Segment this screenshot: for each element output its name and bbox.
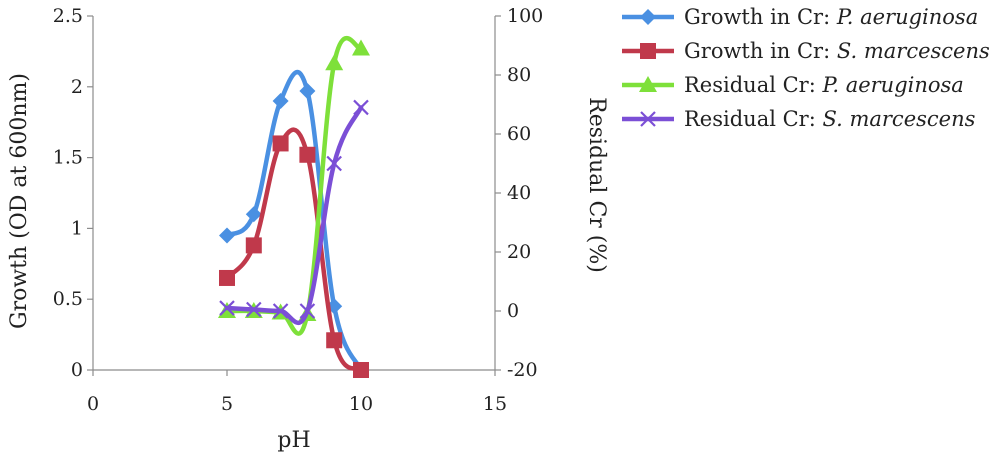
y-tick-label: 0 bbox=[71, 359, 83, 381]
axes: 0 0.5 1 1.5 2 2.5 -20 0 20 40 60 80 100 0 5 10 15 bbox=[53, 5, 543, 415]
legend-swatch-marker bbox=[640, 111, 656, 127]
legend-label-species: S. marcescens bbox=[837, 39, 990, 63]
data-point bbox=[299, 146, 316, 163]
y2-tick-label: 60 bbox=[507, 123, 531, 145]
data-point bbox=[246, 301, 262, 318]
y2-tick-label: -20 bbox=[507, 359, 538, 381]
legend-label-prefix: Growth in Cr: bbox=[684, 5, 837, 29]
data-point bbox=[352, 39, 370, 56]
legend-label: Growth in Cr: S. marcescens bbox=[684, 39, 990, 63]
legend-label: Residual Cr: S. marcescens bbox=[684, 107, 976, 131]
x-tick-label: 15 bbox=[483, 393, 507, 415]
legend-label-prefix: Residual Cr: bbox=[684, 107, 822, 131]
legend-label: Growth in Cr: P. aeruginosa bbox=[684, 5, 978, 29]
y-axis-title: Growth (OD at 600nm) bbox=[7, 73, 32, 329]
data-point bbox=[353, 99, 369, 116]
y-tick-label: 1 bbox=[71, 217, 83, 239]
series-layer bbox=[218, 35, 370, 378]
series-2 bbox=[219, 127, 369, 378]
x-tick-label: 5 bbox=[221, 393, 233, 415]
y-tick-label: 1.5 bbox=[53, 147, 83, 169]
data-point bbox=[325, 54, 344, 71]
data-point bbox=[353, 362, 369, 378]
y-tick-label: 2.5 bbox=[53, 5, 83, 27]
legend-swatch-marker bbox=[639, 76, 657, 92]
x-axis-title: pH bbox=[277, 428, 310, 453]
data-point bbox=[245, 237, 262, 254]
x-tick-label: 0 bbox=[87, 393, 99, 415]
data-point bbox=[245, 206, 262, 223]
data-point bbox=[272, 303, 289, 319]
legend-swatch-marker bbox=[640, 9, 656, 25]
data-point bbox=[219, 300, 235, 316]
data-point bbox=[326, 332, 343, 349]
y2-tick-label: 80 bbox=[507, 64, 531, 86]
legend-swatch-marker bbox=[640, 43, 656, 59]
legend-item: Growth in Cr: P. aeruginosa bbox=[622, 5, 978, 29]
y2-axis-title: Residual Cr (%) bbox=[584, 97, 609, 273]
data-point bbox=[272, 135, 289, 152]
data-point bbox=[219, 227, 235, 244]
series-3 bbox=[218, 35, 370, 336]
legend-item: Growth in Cr: S. marcescens bbox=[622, 39, 990, 63]
series-line bbox=[224, 35, 364, 336]
x-tick-label: 10 bbox=[349, 393, 373, 415]
legend-label-species: P. aeruginosa bbox=[821, 73, 963, 97]
series-line bbox=[224, 69, 364, 373]
legend-item: Residual Cr: P. aeruginosa bbox=[622, 73, 964, 97]
series-4 bbox=[219, 99, 369, 326]
legend-label: Residual Cr: P. aeruginosa bbox=[684, 73, 964, 97]
data-point bbox=[299, 303, 316, 319]
data-point bbox=[299, 83, 316, 100]
y-tick-label: 0.5 bbox=[53, 288, 83, 310]
data-point bbox=[272, 92, 289, 109]
data-point bbox=[219, 269, 235, 286]
data-point bbox=[326, 155, 342, 172]
legend-label-prefix: Growth in Cr: bbox=[684, 39, 837, 63]
y2-tick-label: 40 bbox=[507, 182, 531, 204]
y2-tick-label: 20 bbox=[507, 241, 531, 263]
legend-item: Residual Cr: S. marcescens bbox=[622, 107, 976, 131]
legend-label-species: S. marcescens bbox=[822, 107, 975, 131]
y2-tick-label: 100 bbox=[507, 5, 543, 27]
y2-tick-label: 0 bbox=[507, 300, 519, 322]
legend-label-prefix: Residual Cr: bbox=[684, 73, 822, 97]
y-tick-label: 2 bbox=[71, 76, 83, 98]
legend-label-species: P. aeruginosa bbox=[836, 5, 978, 29]
